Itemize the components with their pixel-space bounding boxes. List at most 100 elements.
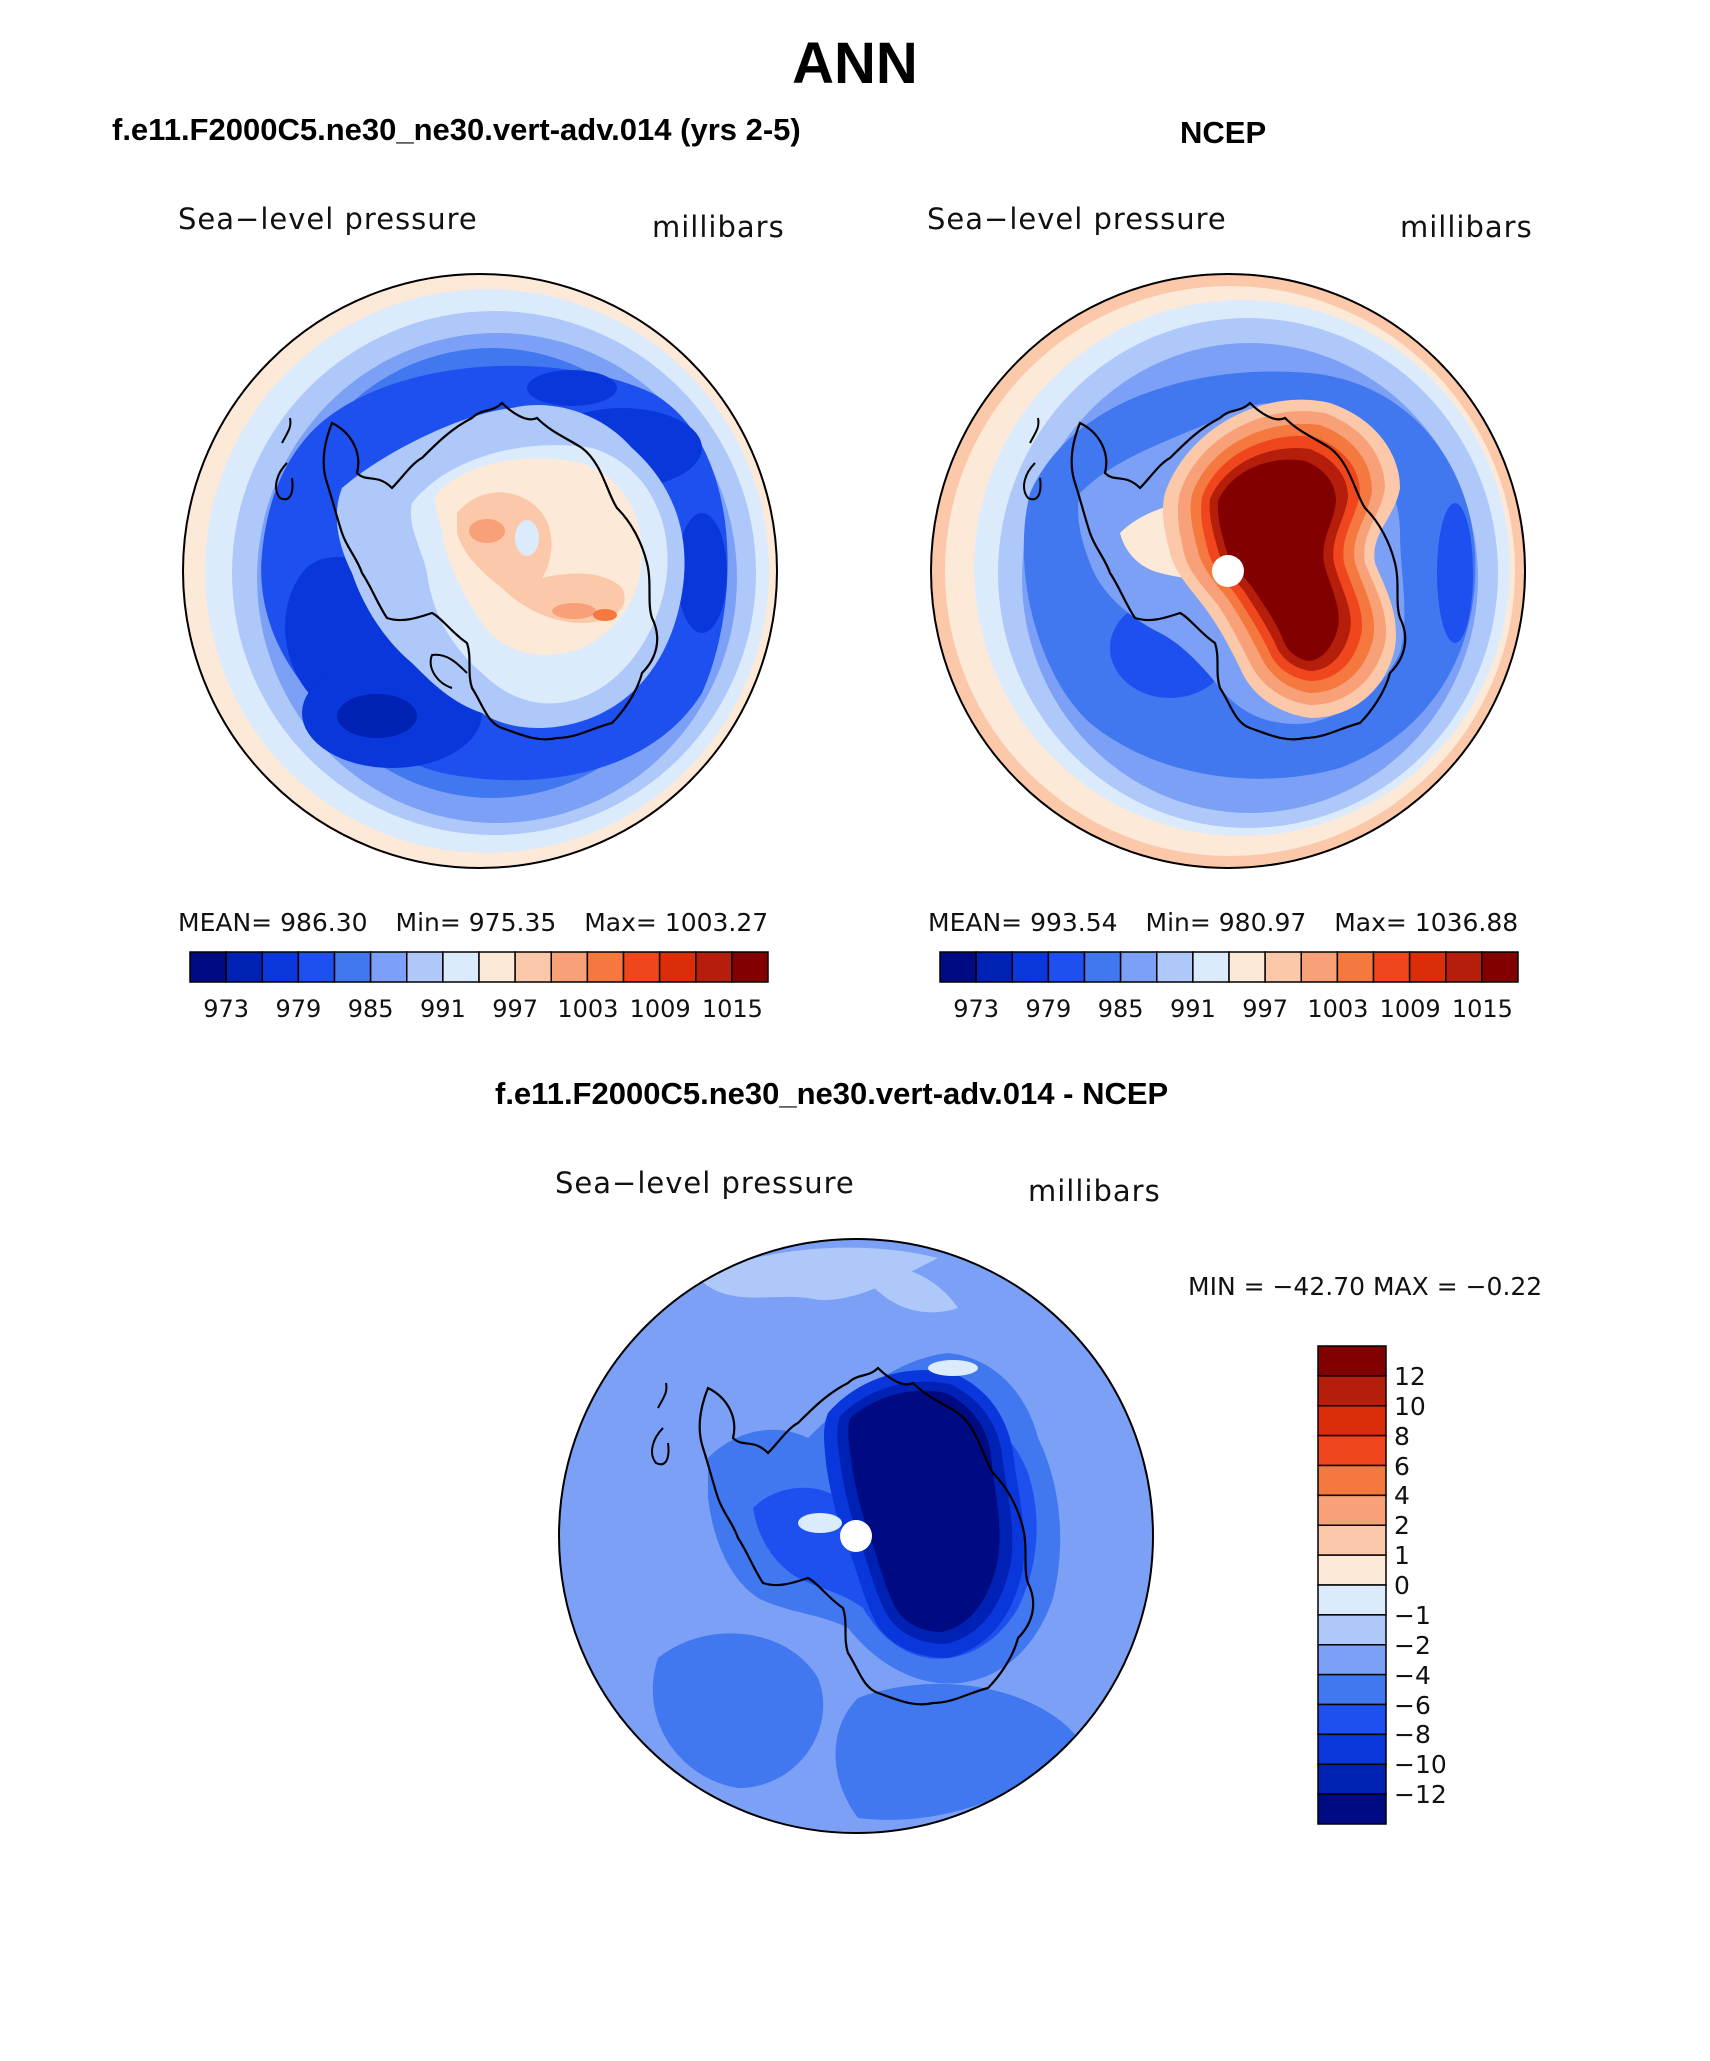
difference-polar-map — [558, 1238, 1154, 1834]
colorbar-swatch — [1317, 1494, 1387, 1526]
colorbar-tick-label: 997 — [492, 995, 539, 1023]
coastline — [275, 417, 294, 501]
colorbar-tick-label: −6 — [1394, 1690, 1431, 1720]
colorbar-swatch — [695, 951, 733, 983]
colorbar-swatch — [1317, 1584, 1387, 1616]
map-boundary — [182, 273, 778, 869]
colorbar-swatch — [586, 951, 625, 983]
contour-band — [593, 609, 617, 621]
colorbar-swatch — [261, 951, 300, 983]
colorbar-swatch — [1317, 1434, 1387, 1467]
colorbar-tick-label: 0 — [1394, 1571, 1410, 1600]
colorbar-swatch — [1336, 951, 1375, 983]
colorbar-swatch — [1317, 1733, 1387, 1765]
coastline — [698, 1366, 1035, 1706]
ncep-panel-title: NCEP — [1180, 115, 1267, 150]
contour-band — [527, 370, 617, 406]
contour-band — [1217, 459, 1339, 661]
difference-units-label: millibars — [1028, 1174, 1161, 1208]
coastline — [429, 653, 468, 689]
min-label: Min= — [1145, 908, 1211, 937]
max-label: Max= — [584, 908, 657, 937]
colorbar-swatch — [1317, 1703, 1387, 1736]
coastline — [322, 401, 659, 741]
colorbar-swatch — [514, 951, 552, 983]
colorbar-swatch — [1317, 1375, 1387, 1407]
colorbar-tick-label: 979 — [275, 995, 322, 1023]
pole-marker — [840, 1520, 872, 1552]
colorbar-tick-label: 991 — [419, 995, 466, 1023]
ncep-stats: MEAN= 993.54 Min= 980.97 Max= 1036.88 — [928, 908, 1518, 937]
colorbar-swatch — [1317, 1763, 1387, 1795]
page-title: ANN — [792, 31, 918, 96]
colorbar-tick-label: 979 — [1025, 995, 1072, 1023]
colorbar-tick-label: 1015 — [1451, 995, 1513, 1023]
colorbar-tick-label: 997 — [1242, 995, 1289, 1023]
colorbar-swatch — [550, 951, 589, 983]
colorbar-swatch — [1317, 1345, 1387, 1377]
ncep-field-label: Sea−level pressure — [927, 202, 1227, 236]
colorbar-tick-label: 1003 — [557, 995, 619, 1023]
ncep-colorbar — [939, 951, 1519, 983]
colorbar-tick-label: 4 — [1394, 1481, 1410, 1511]
colorbar-tick-label: 1003 — [1307, 995, 1369, 1023]
colorbar-swatch — [1317, 1524, 1387, 1556]
pole-marker — [1212, 555, 1244, 587]
colorbar-tick-label: 1009 — [629, 995, 691, 1023]
coastline — [651, 1382, 670, 1466]
difference-min-max: MIN = −42.70 MAX = −0.22 — [1188, 1272, 1543, 1301]
colorbar-swatch — [1372, 951, 1411, 983]
colorbar-tick-label: 8 — [1394, 1421, 1410, 1451]
colorbar-tick-label: 10 — [1394, 1391, 1426, 1421]
colorbar-tick-label: 973 — [203, 995, 250, 1023]
ncep-polar-map — [930, 273, 1526, 869]
colorbar-swatch — [1156, 951, 1194, 983]
model-field-label: Sea−level pressure — [178, 202, 478, 236]
colorbar-tick-label: 1 — [1394, 1541, 1410, 1571]
contour-band — [515, 520, 539, 556]
mean-value: 993.54 — [1030, 908, 1118, 937]
colorbar-tick-label: −12 — [1394, 1780, 1447, 1810]
colorbar-swatch — [975, 951, 1013, 983]
colorbar-tick-label: 985 — [347, 995, 394, 1023]
model-colorbar — [189, 951, 769, 983]
mean-value: 986.30 — [280, 908, 368, 937]
max-value: 1003.27 — [664, 908, 769, 937]
colorbar-swatch — [1317, 1644, 1387, 1676]
colorbar-swatch — [478, 951, 516, 983]
colorbar-tick-label: 985 — [1097, 995, 1144, 1023]
difference-panel-title: f.e11.F2000C5.ne30_ne30.vert-adv.014 - N… — [495, 1076, 1169, 1111]
contour-band — [1437, 503, 1473, 643]
contour-band — [652, 1633, 824, 1788]
colorbar-swatch — [1317, 1405, 1387, 1437]
contour-band — [337, 694, 417, 738]
colorbar-swatch — [1300, 951, 1339, 983]
colorbar-tick-label: −1 — [1394, 1600, 1431, 1630]
colorbar-swatch — [1408, 951, 1447, 983]
colorbar-tick-label: 2 — [1394, 1511, 1410, 1541]
min-value: 980.97 — [1218, 908, 1307, 937]
colorbar-swatch — [1228, 951, 1266, 983]
colorbar-tick-label: 991 — [1169, 995, 1216, 1023]
colorbar-swatch — [1317, 1673, 1387, 1706]
colorbar-swatch — [1083, 951, 1122, 983]
colorbar-swatch — [1011, 951, 1050, 983]
colorbar-swatch — [1317, 1464, 1387, 1497]
colorbar-swatch — [442, 951, 480, 983]
colorbar-swatch — [731, 951, 769, 983]
colorbar-swatch — [658, 951, 697, 983]
contour-band — [928, 1360, 978, 1376]
map-boundary — [558, 1238, 1154, 1834]
map-boundary — [930, 273, 1526, 869]
contour-band — [552, 603, 596, 619]
colorbar-swatch — [406, 951, 444, 983]
colorbar-swatch — [1047, 951, 1086, 983]
difference-colorbar — [1317, 1345, 1387, 1825]
contour-band — [858, 1265, 958, 1313]
contour-band — [848, 1390, 1000, 1632]
model-polar-map — [182, 273, 778, 869]
colorbar-swatch — [622, 951, 661, 983]
colorbar-tick-label: 973 — [953, 995, 1000, 1023]
max-label: Max= — [1334, 908, 1407, 937]
colorbar-tick-label: 1009 — [1379, 995, 1441, 1023]
